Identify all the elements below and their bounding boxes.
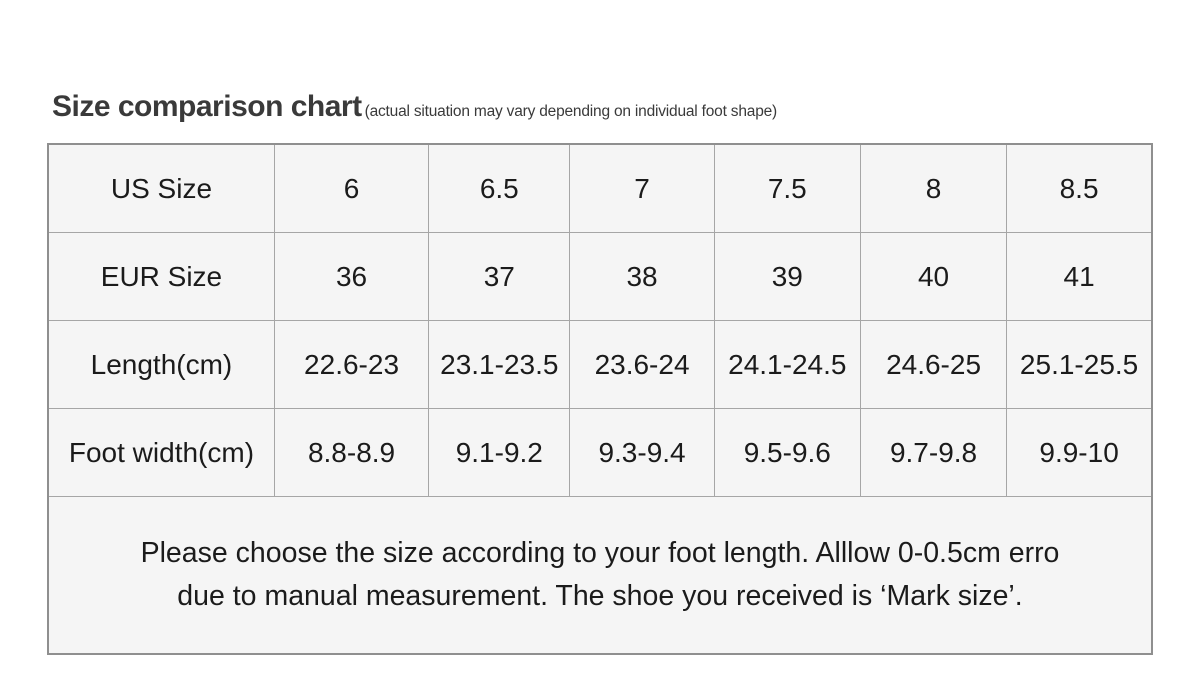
size-comparison-table: US Size 6 6.5 7 7.5 8 8.5 EUR Size 36 37… (47, 143, 1153, 655)
row-label-cell: Foot width(cm) (47, 408, 275, 497)
table-cell: 8.8-8.9 (273, 408, 430, 497)
table-row-eur-size: EUR Size 36 37 38 39 40 41 (47, 232, 1153, 321)
table-cell: 25.1-25.5 (1006, 320, 1153, 409)
table-cell: 6 (273, 143, 430, 233)
row-label-cell: Length(cm) (47, 320, 275, 409)
table-row-us-size: US Size 6 6.5 7 7.5 8 8.5 (47, 143, 1153, 233)
table-cell: 8 (859, 143, 1008, 233)
table-row-note: Please choose the size according to your… (47, 496, 1153, 655)
table-cell: 23.6-24 (569, 320, 715, 409)
table-row-length: Length(cm) 22.6-23 23.1-23.5 23.6-24 24.… (47, 320, 1153, 409)
table-cell: 9.7-9.8 (859, 408, 1008, 497)
page-subtitle: (actual situation may vary depending on … (364, 103, 778, 120)
table-cell: 40 (859, 232, 1008, 321)
table-cell: 8.5 (1006, 143, 1153, 233)
row-label-cell: US Size (47, 143, 275, 233)
table-cell: 39 (713, 232, 861, 321)
size-note-line-2: due to manual measurement. The shoe you … (177, 580, 1023, 612)
table-cell: 9.3-9.4 (569, 408, 715, 497)
page-title: Size comparison chart (52, 90, 362, 123)
table-cell: 7.5 (713, 143, 861, 233)
table-cell: 9.9-10 (1006, 408, 1153, 497)
table-cell: 7 (569, 143, 715, 233)
size-note-line-1: Please choose the size according to your… (140, 537, 1060, 569)
table-cell: 22.6-23 (273, 320, 430, 409)
table-cell: 23.1-23.5 (428, 320, 571, 409)
row-label-cell: EUR Size (47, 232, 275, 321)
table-cell: 6.5 (428, 143, 571, 233)
table-cell: 24.6-25 (859, 320, 1008, 409)
size-note-cell: Please choose the size according to your… (47, 496, 1153, 655)
table-cell: 41 (1006, 232, 1153, 321)
table-cell: 37 (428, 232, 571, 321)
table-cell: 9.1-9.2 (428, 408, 571, 497)
table-cell: 38 (569, 232, 715, 321)
table-cell: 9.5-9.6 (713, 408, 861, 497)
table-row-foot-width: Foot width(cm) 8.8-8.9 9.1-9.2 9.3-9.4 9… (47, 408, 1153, 497)
table-cell: 24.1-24.5 (713, 320, 861, 409)
page-header: Size comparison chart (actual situation … (52, 90, 777, 124)
table-cell: 36 (273, 232, 430, 321)
